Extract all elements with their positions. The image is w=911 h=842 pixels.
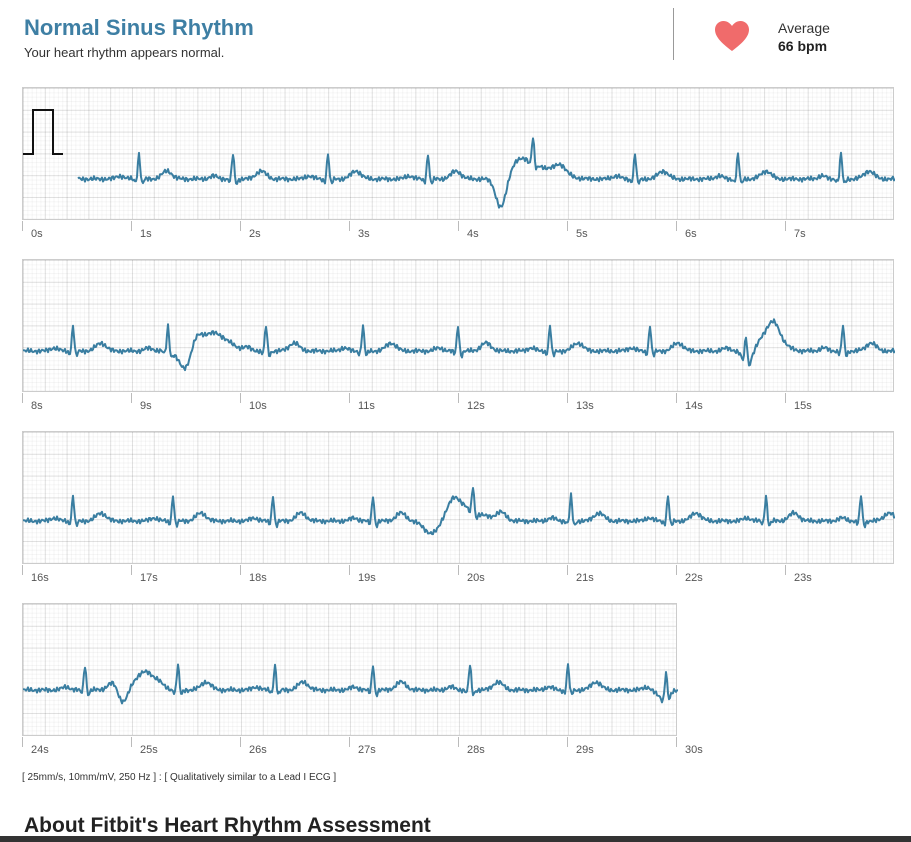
time-tick — [458, 393, 459, 403]
time-tick — [22, 221, 23, 231]
time-label: 12s — [467, 400, 485, 412]
heart-shape — [715, 21, 749, 51]
ecg-trace-2 — [23, 318, 895, 372]
time-tick — [676, 393, 677, 403]
time-label: 18s — [249, 572, 267, 584]
time-label: 21s — [576, 572, 594, 584]
time-label: 16s — [31, 572, 49, 584]
average-label: Average — [778, 20, 830, 36]
ecg-waveform — [23, 487, 895, 536]
time-tick — [676, 221, 677, 231]
time-label: 20s — [467, 572, 485, 584]
time-label: 4s — [467, 228, 479, 240]
time-label: 25s — [140, 744, 158, 756]
about-heading: About Fitbit's Heart Rhythm Assessment — [24, 814, 431, 837]
time-tick — [22, 737, 23, 747]
page-title: Normal Sinus Rhythm — [24, 15, 254, 40]
time-label: 14s — [685, 400, 703, 412]
ecg-waveform — [23, 663, 678, 705]
time-tick — [458, 221, 459, 231]
ecg-strip-1 — [22, 87, 895, 220]
ecg-waveform — [23, 318, 895, 372]
time-label: 8s — [31, 400, 43, 412]
ecg-strip-2 — [22, 259, 895, 392]
ecg-trace-3 — [23, 487, 895, 536]
time-label: 19s — [358, 572, 376, 584]
recording-settings-note: [ 25mm/s, 10mm/mV, 250 Hz ] : [ Qualitat… — [22, 772, 337, 783]
time-tick — [349, 737, 350, 747]
time-tick — [349, 565, 350, 575]
average-bpm: 66 bpm — [778, 38, 828, 54]
time-label: 23s — [794, 572, 812, 584]
time-tick — [240, 221, 241, 231]
ecg-strip-3 — [22, 431, 895, 564]
time-label: 26s — [249, 744, 267, 756]
bottom-bar — [0, 836, 911, 842]
time-label: 27s — [358, 744, 376, 756]
time-tick — [131, 393, 132, 403]
header-divider — [673, 8, 674, 60]
ecg-waveform — [77, 137, 895, 209]
time-tick — [458, 565, 459, 575]
ecg-trace-4 — [23, 663, 678, 705]
time-label: 7s — [794, 228, 806, 240]
calibration-pulse — [23, 109, 63, 155]
time-tick — [240, 737, 241, 747]
time-label: 3s — [358, 228, 370, 240]
time-label: 22s — [685, 572, 703, 584]
time-tick — [676, 737, 677, 747]
time-tick — [567, 221, 568, 231]
time-label: 10s — [249, 400, 267, 412]
rhythm-summary: Your heart rhythm appears normal. — [24, 45, 225, 60]
time-label: 29s — [576, 744, 594, 756]
time-label: 6s — [685, 228, 697, 240]
time-label: 28s — [467, 744, 485, 756]
time-tick — [349, 393, 350, 403]
time-tick — [240, 393, 241, 403]
time-label: 1s — [140, 228, 152, 240]
time-tick — [240, 565, 241, 575]
ecg-trace-1 — [23, 109, 895, 209]
time-tick — [22, 565, 23, 575]
time-tick — [567, 565, 568, 575]
heart-icon — [715, 21, 749, 51]
time-label: 15s — [794, 400, 812, 412]
time-tick — [131, 221, 132, 231]
time-label: 11s — [358, 400, 375, 412]
ecg-strip-4 — [22, 603, 678, 736]
time-tick — [785, 221, 786, 231]
time-label: 9s — [140, 400, 152, 412]
time-tick — [567, 393, 568, 403]
time-tick — [785, 565, 786, 575]
time-tick — [22, 393, 23, 403]
time-label: 17s — [140, 572, 158, 584]
time-label: 5s — [576, 228, 588, 240]
time-label: 0s — [31, 228, 43, 240]
time-tick — [567, 737, 568, 747]
time-tick — [458, 737, 459, 747]
time-label: 24s — [31, 744, 49, 756]
time-tick — [131, 565, 132, 575]
time-tick — [349, 221, 350, 231]
time-label: 30s — [685, 744, 703, 756]
time-tick — [785, 393, 786, 403]
time-label: 2s — [249, 228, 261, 240]
time-tick — [131, 737, 132, 747]
time-tick — [676, 565, 677, 575]
time-label: 13s — [576, 400, 594, 412]
